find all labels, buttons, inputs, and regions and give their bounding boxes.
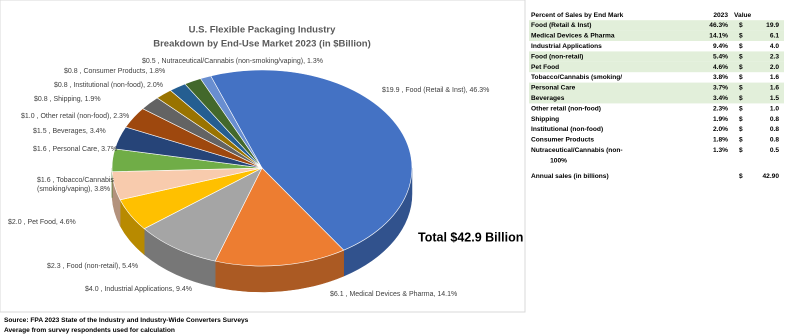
cell-label: Industrial Applications (531, 43, 602, 50)
data-label: $1.5 , Beverages, 3.4% (33, 128, 106, 135)
data-label: $0.8 , Shipping, 1.9% (34, 96, 101, 103)
slice (200, 75, 263, 169)
cell-currency: $ (739, 64, 743, 71)
source: Average from survey respondents used for… (4, 327, 175, 334)
cell-value: 2.3 (770, 53, 779, 60)
annual-currency: $ (739, 173, 743, 180)
data-label: $0.8 , Consumer Products, 1.8% (64, 68, 165, 75)
cell-label: Food (non-retail) (531, 53, 583, 60)
chart-title: U.S. Flexible Packaging Industry (189, 25, 336, 36)
row-shade (529, 61, 784, 73)
cell-currency: $ (739, 74, 743, 81)
cell-label: Personal Care (531, 85, 576, 92)
cell-label: Consumer Products (531, 137, 594, 144)
data-label: $1.6 , Tobacco/Cannabis (smoking/vaping),… (37, 177, 114, 193)
total-percent: 100% (550, 157, 567, 164)
data-label: $0.5 , Nutraceutical/Cannabis (non-smoki… (142, 58, 323, 65)
cell-value: 0.8 (770, 126, 779, 133)
cell-percent: 14.1% (709, 33, 728, 40)
cell-percent: 1.3% (713, 147, 728, 154)
slice (210, 69, 413, 251)
cell-label: Medical Devices & Pharma (531, 33, 615, 40)
cell-currency: $ (739, 95, 743, 102)
row-shade (529, 51, 784, 62)
data-label: $0.8 , Institutional (non-food), 2.0% (54, 82, 163, 89)
cell-percent: 2.3% (713, 105, 728, 112)
row-shade (529, 20, 784, 31)
cell-value: 1.6 (770, 85, 779, 92)
cell-percent: 5.4% (713, 53, 728, 60)
data-label: $6.1 , Medical Devices & Pharma, 14.1% (330, 291, 457, 298)
cell-percent: 2.0% (713, 126, 728, 133)
cell-label: Other retail (non-food) (531, 105, 601, 112)
cell-currency: $ (739, 116, 743, 123)
cell-percent: 1.8% (713, 137, 728, 144)
table-header: 2023 (713, 12, 728, 19)
cell-value: 0.8 (770, 137, 779, 144)
row-shade (529, 93, 784, 104)
data-label-line: (smoking/vaping), 3.8% (37, 186, 110, 193)
cell-value: 0.5 (770, 147, 779, 154)
data-label: $2.3 , Food (non-retail), 5.4% (47, 263, 138, 270)
data-label: $1.6 , Personal Care, 3.7% (33, 146, 117, 153)
data-label-line: $1.6 , Tobacco/Cannabis (37, 177, 114, 184)
cell-label: Institutional (non-food) (531, 126, 603, 133)
cell-percent: 3.7% (713, 85, 728, 92)
cell-label: Shipping (531, 116, 559, 123)
chart-subtitle: Breakdown by End-Use Market 2023 (in $Bi… (153, 39, 371, 50)
cell-percent: 9.4% (713, 43, 728, 50)
data-label: $4.0 , Industrial Applications, 9.4% (85, 286, 192, 293)
cell-label: Food (Retail & Inst) (531, 22, 591, 29)
cell-label: Tobacco/Cannabis (smoking/ (531, 74, 622, 81)
cell-currency: $ (739, 22, 743, 29)
table-header: Percent of Sales by End Mark (531, 12, 624, 19)
cell-value: 1.5 (770, 95, 779, 102)
cell-currency: $ (739, 53, 743, 60)
slice (143, 167, 263, 262)
data-label: $2.0 , Pet Food, 4.6% (8, 219, 76, 226)
cell-percent: 4.6% (713, 64, 728, 71)
cell-value: 19.9 (766, 22, 779, 29)
cell-currency: $ (739, 85, 743, 92)
cell-percent: 1.9% (713, 116, 728, 123)
cell-label: Beverages (531, 95, 565, 102)
cell-value: 1.6 (770, 74, 779, 81)
annotation: Total $42.9 Billion (418, 230, 523, 244)
source: Source: FPA 2023 State of the Industry a… (4, 317, 249, 324)
cell-currency: $ (739, 126, 743, 133)
cell-percent: 46.3% (709, 22, 728, 29)
cell-value: 0.8 (770, 116, 779, 123)
cell-currency: $ (739, 147, 743, 154)
row-shade (529, 30, 784, 41)
table-header: Value (734, 12, 752, 19)
slice (214, 167, 345, 267)
data-label: $19.9 , Food (Retail & Inst), 46.3% (382, 87, 489, 94)
cell-percent: 3.4% (713, 95, 728, 102)
cell-currency: $ (739, 43, 743, 50)
cell-value: 2.0 (770, 64, 779, 71)
cell-percent: 3.8% (713, 74, 728, 81)
row-shade (529, 82, 784, 93)
cell-currency: $ (739, 105, 743, 112)
cell-value: 6.1 (770, 33, 779, 40)
cell-label: Nutraceutical/Cannabis (non- (531, 147, 623, 154)
annual-value: 42.90 (762, 173, 779, 180)
data-label: $1.0 , Other retail (non-food), 2.3% (21, 113, 129, 120)
cell-value: 1.0 (770, 105, 779, 112)
annual-label: Annual sales (in billions) (531, 173, 609, 180)
cell-currency: $ (739, 137, 743, 144)
cell-value: 4.0 (770, 43, 779, 50)
cell-currency: $ (739, 33, 743, 40)
cell-label: Pet Food (531, 64, 559, 71)
